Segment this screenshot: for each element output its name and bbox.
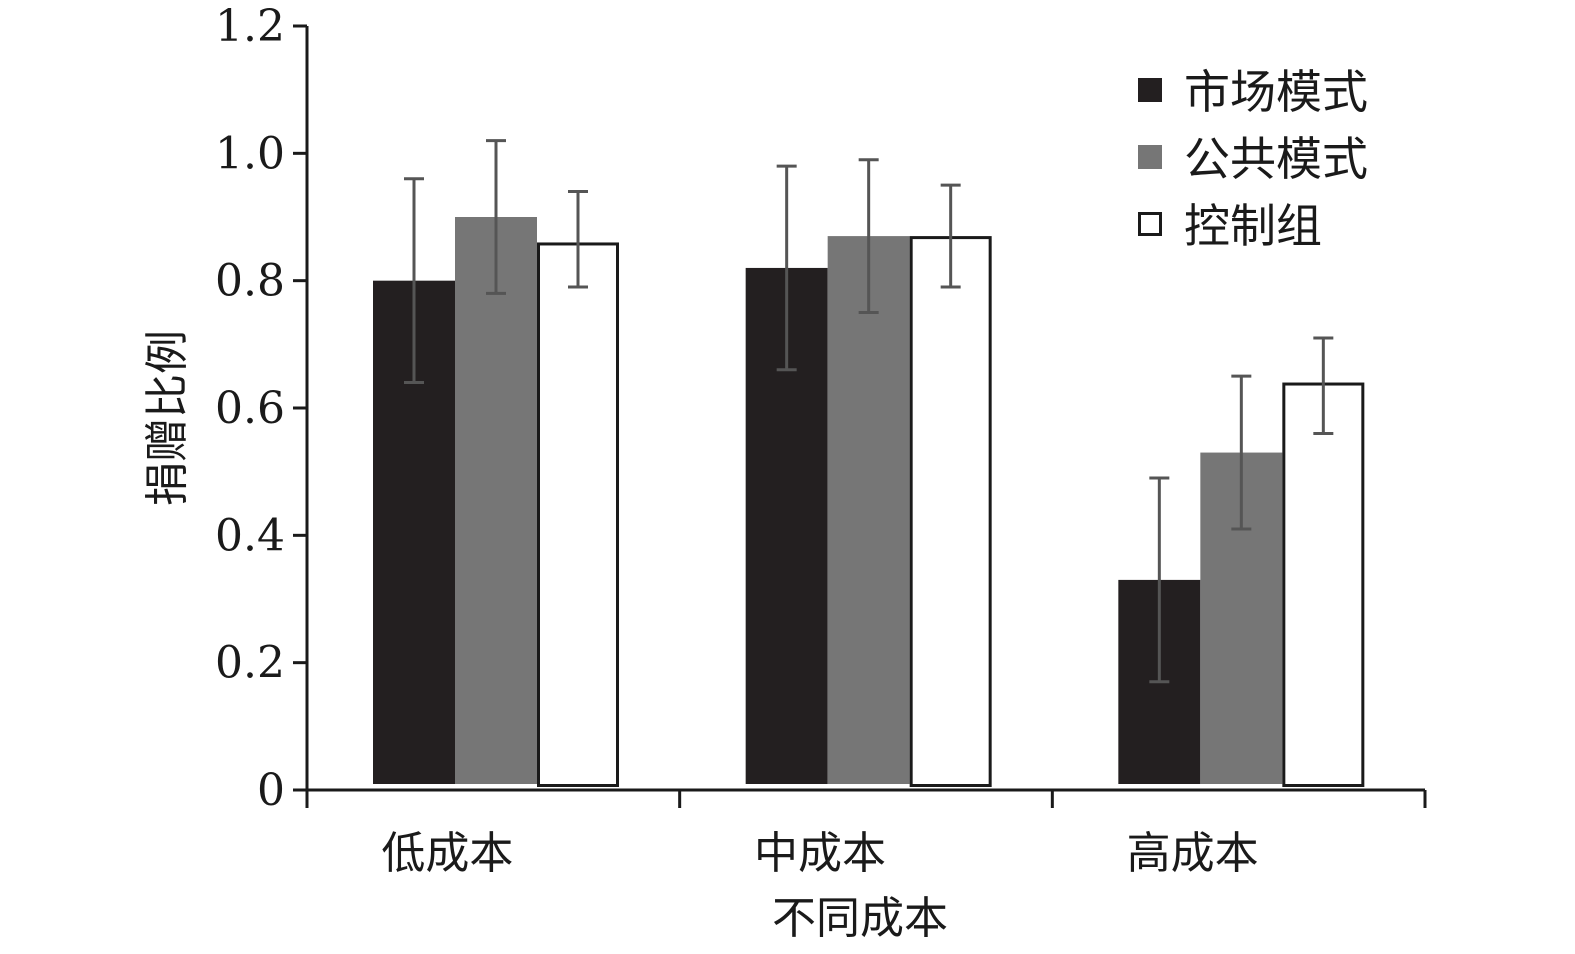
legend-swatch — [1138, 145, 1162, 169]
plot-area — [373, 139, 1365, 788]
y-axis: 0 0.2 0.4 0.6 0.8 1.0 1.2 — [215, 1, 309, 816]
legend-label: 市场模式 — [1184, 65, 1368, 119]
bar — [455, 217, 537, 784]
x-axis: 低成本 中成本 高成本 — [293, 788, 1427, 879]
y-tick-label: 1.0 — [215, 128, 285, 179]
x-tick-label: 低成本 — [381, 828, 513, 879]
y-axis-title: 捐赠比例 — [142, 330, 193, 506]
legend-label: 控制组 — [1184, 199, 1322, 253]
bar — [909, 236, 992, 788]
x-tick-label: 高成本 — [1127, 828, 1259, 879]
y-tick-label: 1.2 — [215, 1, 285, 52]
legend-swatch — [1138, 78, 1162, 102]
legend-label: 公共模式 — [1184, 132, 1368, 186]
y-tick-label: 0.6 — [215, 383, 285, 434]
bar — [1282, 382, 1365, 787]
y-tick-label: 0.2 — [215, 638, 285, 689]
x-tick-label: 中成本 — [754, 828, 886, 879]
y-tick-label: 0.4 — [215, 510, 285, 561]
x-axis-title: 不同成本 — [772, 893, 948, 944]
bar — [827, 236, 910, 785]
legend-swatch — [1138, 212, 1162, 236]
y-tick-label: 0 — [257, 765, 285, 816]
y-tick-label: 0.8 — [215, 256, 285, 307]
bar — [537, 242, 619, 787]
